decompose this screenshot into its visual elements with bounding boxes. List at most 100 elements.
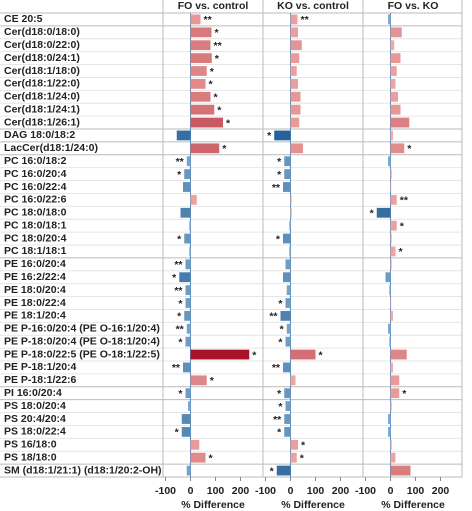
x-tick-label: -100 <box>355 485 376 497</box>
row-label: PE P-18:0/20:4 (PE O-18:1/20:4) <box>4 335 160 347</box>
bar <box>283 362 291 373</box>
bar <box>290 439 298 450</box>
bar <box>274 130 291 141</box>
significance-label: * <box>278 336 283 348</box>
bar <box>285 259 291 270</box>
significance-label: * <box>402 388 407 400</box>
bar <box>190 375 207 386</box>
significance-label: * <box>209 79 214 91</box>
bar <box>284 388 291 399</box>
bar <box>390 349 407 360</box>
bar <box>179 272 191 283</box>
bar <box>390 259 392 270</box>
significance-label: * <box>178 336 183 348</box>
significance-label: ** <box>269 311 278 323</box>
row-label: PS 20:4/20:4 <box>4 413 66 425</box>
row-label: PS 18/18:0 <box>4 451 57 463</box>
bar <box>185 259 191 270</box>
panel-title: FO vs. control <box>178 0 249 12</box>
x-tick-label: -100 <box>155 485 176 497</box>
x-tick-label: 200 <box>232 485 250 497</box>
bar <box>283 233 291 244</box>
bar <box>290 452 297 463</box>
bar <box>190 349 250 360</box>
row-label: Cer(d18:1/22:0) <box>4 78 80 90</box>
bar <box>186 156 191 167</box>
significance-label: * <box>210 375 215 387</box>
significance-label: * <box>319 349 324 361</box>
row-label: Cer(d18:1/24:0) <box>4 91 80 103</box>
bar <box>181 426 191 437</box>
row-label: PC 16:0/22:6 <box>4 194 67 206</box>
bar <box>290 27 298 38</box>
significance-label: * <box>399 246 404 258</box>
significance-label: * <box>277 156 282 168</box>
significance-label: ** <box>176 156 185 168</box>
row-label: PC 18:0/18:0 <box>4 207 67 219</box>
x-axis-label: % Difference <box>281 499 345 511</box>
row-label: PS 18:0/20:4 <box>4 400 66 412</box>
bar <box>390 401 392 412</box>
row-label: PE P-18:1/22:6 <box>4 374 77 386</box>
bar <box>190 27 212 38</box>
row-label: PE 18:1/20:4 <box>4 310 66 322</box>
x-tick-label: 0 <box>388 485 394 497</box>
bar <box>186 323 191 334</box>
bar <box>184 233 191 244</box>
significance-label: * <box>215 27 220 39</box>
significance-label: * <box>278 298 283 310</box>
bar <box>189 220 191 231</box>
significance-label: * <box>277 169 282 181</box>
bar <box>290 40 302 51</box>
bar <box>286 323 291 334</box>
significance-label: * <box>370 208 375 220</box>
bar <box>390 27 402 38</box>
bar <box>283 182 291 192</box>
significance-label: ** <box>272 182 281 194</box>
bar <box>390 182 392 192</box>
row-label: SM (d18:1/21:1) (d18:1/20:2-OH) <box>4 464 162 476</box>
significance-label: * <box>277 427 282 439</box>
significance-label: ** <box>214 40 223 52</box>
bar <box>376 207 391 218</box>
significance-label: * <box>276 233 281 245</box>
bar <box>390 452 396 463</box>
bar <box>390 91 398 102</box>
x-tick-label: 200 <box>332 485 350 497</box>
row-label: PC 18:1/18:1 <box>4 245 67 257</box>
bar <box>276 465 291 476</box>
significance-label: ** <box>174 259 183 271</box>
bar <box>290 91 301 102</box>
row-label: PE 18:0/20:4 <box>4 284 66 296</box>
bar <box>290 66 297 76</box>
bar <box>190 439 200 450</box>
row-label: PC 16:0/22:4 <box>4 181 67 193</box>
bar <box>190 117 223 128</box>
x-axis-label: % Difference <box>181 499 245 511</box>
bar <box>390 310 393 321</box>
bar <box>390 388 400 399</box>
bar <box>390 169 392 180</box>
bar <box>176 130 191 141</box>
bar <box>188 401 191 412</box>
significance-label: * <box>217 104 222 116</box>
bar <box>390 233 392 244</box>
significance-label: * <box>280 324 285 336</box>
row-label: Cer(d18:1/24:1) <box>4 103 80 115</box>
row-label: PC 18:0/18:1 <box>4 219 67 231</box>
x-tick-label: -100 <box>255 485 276 497</box>
bar <box>390 439 392 450</box>
significance-label: * <box>400 220 405 232</box>
bar <box>181 414 191 424</box>
significance-label: * <box>209 452 214 464</box>
row-label: PC 16:0/20:4 <box>4 168 67 180</box>
significance-label: ** <box>172 362 181 374</box>
bar <box>388 426 391 437</box>
row-label: CE 20:5 <box>4 13 43 25</box>
significance-label: * <box>172 272 177 284</box>
row-label: Cer(d18:1/18:0) <box>4 65 80 77</box>
significance-label: * <box>214 92 219 104</box>
bar <box>284 426 291 437</box>
bar <box>388 323 391 334</box>
